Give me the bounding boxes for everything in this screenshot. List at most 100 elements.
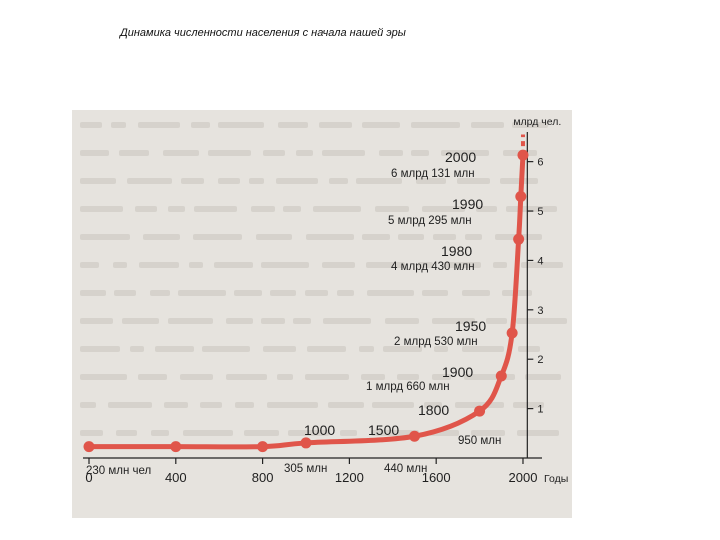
bleed-stroke: [411, 150, 429, 156]
bleed-stroke: [164, 402, 188, 408]
bleed-stroke: [214, 262, 253, 268]
bleed-stroke: [306, 234, 354, 240]
bleed-stroke: [371, 430, 419, 436]
label-value-1000: 305 млн: [284, 463, 327, 475]
y-tick-label: 1: [537, 404, 543, 416]
bleed-stroke: [80, 234, 130, 240]
bleed-stroke: [486, 318, 507, 324]
bleed-stroke: [256, 234, 292, 240]
bleed-stroke: [305, 290, 328, 296]
bleed-stroke: [433, 234, 456, 240]
data-point: [257, 441, 269, 453]
bleed-stroke: [226, 318, 253, 324]
bleed-stroke: [340, 430, 357, 436]
label-value-1990: 5 млрд 295 млн: [388, 215, 472, 227]
bleed-stroke: [208, 150, 251, 156]
bleed-stroke: [261, 262, 309, 268]
bleed-stroke: [455, 402, 504, 408]
label-value-1900: 1 млрд 660 млн: [366, 381, 450, 393]
label-value-1950: 2 млрд 530 млн: [394, 336, 478, 348]
bleed-stroke: [337, 290, 354, 296]
bleed-stroke: [111, 122, 126, 128]
x-tick-label: 2000: [509, 470, 538, 485]
bleed-stroke: [516, 318, 567, 324]
bleed-stroke: [500, 178, 538, 184]
bleed-stroke: [193, 234, 242, 240]
bleed-stroke: [80, 206, 123, 212]
bleed-stroke: [168, 318, 213, 324]
bleed-stroke: [261, 318, 285, 324]
bleed-stroke: [122, 318, 159, 324]
x-tick-group: 0 400 800 1200 1600 2000: [85, 458, 537, 485]
label-year-1500: 1500: [368, 422, 399, 438]
bleed-stroke: [249, 178, 264, 184]
y-axis-label: млрд чел.: [513, 116, 561, 128]
x-tick-label: 1600: [422, 470, 451, 485]
bleed-stroke: [356, 178, 402, 184]
bleed-stroke: [181, 178, 204, 184]
bleed-stroke: [113, 262, 127, 268]
bleed-stroke: [328, 402, 364, 408]
bleed-stroke: [80, 122, 102, 128]
bleed-stroke: [218, 178, 240, 184]
bleed-stroke: [512, 122, 548, 128]
bleed-stroke: [359, 346, 374, 352]
y-tick-label: 2: [537, 354, 543, 366]
bleed-stroke: [80, 402, 96, 408]
bleed-stroke: [263, 346, 296, 352]
bleed-stroke: [379, 150, 403, 156]
bleed-stroke: [191, 122, 210, 128]
y-tick-label: 5: [537, 206, 543, 218]
bleed-stroke: [521, 262, 563, 268]
y-tick-group: 1 2 3 4 5 6: [527, 157, 543, 416]
point-group: [83, 134, 529, 453]
data-point: [513, 233, 525, 245]
label-year-1000: 1000: [304, 422, 335, 438]
bleed-stroke: [323, 318, 371, 324]
label-group: 1000 1500 1800 1900 1950 1980 1990 2000 230 млн …: [86, 149, 501, 477]
bleed-stroke: [283, 206, 301, 212]
bleed-stroke: [276, 178, 318, 184]
y-tick-label: 3: [537, 305, 543, 317]
bleed-stroke: [367, 290, 414, 296]
bleed-stroke: [226, 374, 267, 380]
bleed-stroke: [418, 262, 433, 268]
bleed-stroke: [296, 150, 313, 156]
bleed-stroke: [189, 262, 203, 268]
bleed-stroke: [442, 262, 481, 268]
bleed-stroke: [422, 290, 448, 296]
bleed-stroke: [127, 178, 172, 184]
bleed-stroke: [80, 318, 113, 324]
bleed-stroke: [80, 290, 106, 296]
bleed-stroke: [293, 318, 311, 324]
bleed-stroke: [319, 122, 352, 128]
data-point: [83, 441, 95, 453]
data-point: [517, 149, 529, 161]
bleed-stroke: [244, 430, 279, 436]
label-value-1980: 4 млрд 430 млн: [391, 261, 475, 273]
x-tick-label: 800: [252, 470, 274, 485]
bleed-stroke: [397, 374, 419, 380]
bleed-stroke: [362, 122, 400, 128]
bleed-stroke: [385, 318, 419, 324]
bleed-stroke: [422, 206, 465, 212]
bleed-stroke: [432, 318, 475, 324]
bleed-stroke: [434, 346, 448, 352]
x-axis-label: Годы: [544, 473, 568, 485]
bleed-stroke: [234, 290, 262, 296]
bleed-stroke: [80, 262, 99, 268]
bleed-stroke: [80, 430, 103, 436]
data-point: [300, 437, 312, 449]
bleed-stroke: [288, 430, 329, 436]
bleed-stroke: [155, 346, 194, 352]
bleed-stroke: [251, 206, 275, 212]
bleed-stroke: [200, 402, 222, 408]
bleed-stroke: [108, 402, 152, 408]
bleed-stroke: [462, 346, 504, 352]
bleed-stroke: [151, 430, 169, 436]
bleed-stroke: [517, 430, 559, 436]
bleed-stroke: [267, 402, 318, 408]
bleed-stroke: [305, 374, 349, 380]
